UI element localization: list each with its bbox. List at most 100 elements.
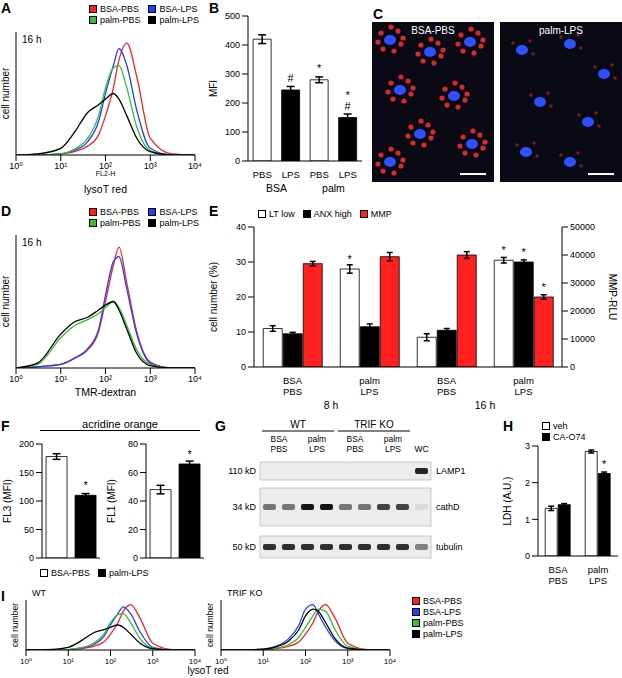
svg-text:80: 80: [128, 439, 138, 449]
svg-text:0: 0: [570, 362, 575, 372]
svg-text:3: 3: [525, 441, 530, 451]
svg-text:PBS: PBS: [346, 444, 363, 454]
svg-text:cell number: cell number: [0, 275, 11, 327]
svg-text:10¹: 10¹: [257, 657, 269, 666]
svg-text:cell number: cell number: [0, 67, 11, 119]
svg-text:10⁴: 10⁴: [384, 657, 397, 666]
svg-text:100: 100: [225, 127, 240, 137]
svg-text:*: *: [602, 458, 607, 470]
svg-text:10²: 10²: [99, 374, 112, 384]
svg-text:LAMP1: LAMP1: [436, 466, 466, 476]
svg-text:#: #: [288, 72, 295, 84]
svg-text:10²: 10²: [99, 161, 112, 171]
svg-text:110 kD: 110 kD: [228, 466, 256, 476]
svg-text:cell number (%): cell number (%): [208, 262, 219, 332]
svg-text:BSA-PBS: BSA-PBS: [411, 25, 455, 36]
svg-text:*: *: [502, 244, 507, 256]
svg-text:tubulin: tubulin: [436, 542, 463, 552]
svg-text:LPS: LPS: [339, 169, 357, 180]
svg-text:2: 2: [525, 478, 530, 488]
svg-text:BSA: BSA: [437, 375, 457, 386]
svg-text:FL1 (MFI): FL1 (MFI): [106, 479, 117, 523]
svg-text:0: 0: [29, 553, 34, 562]
svg-text:40000: 40000: [570, 250, 595, 260]
svg-text:60: 60: [128, 468, 138, 478]
svg-text:10⁴: 10⁴: [188, 161, 202, 171]
svg-text:20: 20: [236, 292, 246, 302]
svg-text:10⁰: 10⁰: [9, 374, 23, 384]
svg-text:16 h: 16 h: [475, 399, 496, 411]
svg-text:200: 200: [19, 439, 34, 449]
svg-text:10⁰: 10⁰: [20, 657, 32, 666]
svg-text:1: 1: [525, 515, 530, 525]
svg-text:FL3 (MFI): FL3 (MFI): [2, 479, 13, 523]
svg-text:50 kD: 50 kD: [232, 542, 256, 552]
svg-text:*: *: [317, 62, 322, 74]
svg-text:10000: 10000: [570, 334, 595, 344]
svg-text:palm: palm: [384, 434, 402, 444]
svg-text:40: 40: [236, 222, 246, 232]
svg-text:20000: 20000: [570, 306, 595, 316]
svg-text:palm: palm: [588, 564, 609, 575]
svg-text:0: 0: [133, 553, 138, 562]
svg-text:0: 0: [525, 551, 530, 561]
svg-text:*: *: [348, 253, 353, 265]
svg-text:lysoT red: lysoT red: [84, 183, 127, 195]
svg-text:*: *: [187, 448, 192, 460]
svg-text:10⁴: 10⁴: [189, 657, 202, 666]
svg-text:10³: 10³: [147, 657, 159, 666]
svg-text:BSA: BSA: [548, 564, 568, 575]
svg-text:WC: WC: [414, 444, 428, 454]
svg-text:100: 100: [19, 496, 34, 506]
svg-text:cell number: cell number: [205, 603, 215, 647]
svg-text:10⁰: 10⁰: [215, 657, 227, 666]
svg-text:20: 20: [128, 525, 138, 535]
svg-text:BSA: BSA: [270, 434, 287, 444]
svg-text:PBS: PBS: [548, 575, 567, 586]
svg-text:PBS: PBS: [310, 169, 329, 180]
svg-text:palm: palm: [513, 375, 534, 386]
svg-text:10⁴: 10⁴: [188, 374, 202, 384]
svg-text:10: 10: [236, 327, 246, 337]
svg-text:*: *: [522, 246, 527, 258]
svg-text:*#: *#: [345, 89, 352, 112]
svg-text:cathD: cathD: [436, 502, 460, 512]
svg-text:10³: 10³: [342, 657, 354, 666]
svg-text:40: 40: [128, 496, 138, 506]
svg-text:30: 30: [236, 257, 246, 267]
svg-text:8 h: 8 h: [324, 399, 339, 411]
svg-text:MMP-RLU: MMP-RLU: [607, 274, 618, 321]
svg-text:LPS: LPS: [385, 444, 401, 454]
svg-text:palm-LPS: palm-LPS: [539, 25, 583, 36]
svg-text:30000: 30000: [570, 278, 595, 288]
svg-text:50: 50: [24, 525, 34, 535]
svg-text:300: 300: [225, 69, 240, 79]
svg-text:LPS: LPS: [515, 386, 533, 397]
svg-text:PBS: PBS: [253, 169, 272, 180]
svg-text:LPS: LPS: [589, 575, 607, 586]
svg-text:PBS: PBS: [437, 386, 456, 397]
svg-text:10³: 10³: [144, 374, 157, 384]
svg-text:LPS: LPS: [282, 169, 300, 180]
svg-text:BSA: BSA: [283, 375, 303, 386]
svg-text:150: 150: [19, 468, 34, 478]
svg-text:MFI: MFI: [208, 80, 219, 97]
svg-text:palm: palm: [359, 375, 380, 386]
svg-text:TRIF KO: TRIF KO: [354, 419, 394, 430]
svg-text:34 kD: 34 kD: [232, 502, 256, 512]
svg-text:TMR-dextran: TMR-dextran: [75, 386, 136, 398]
svg-text:10¹: 10¹: [62, 657, 74, 666]
svg-text:10³: 10³: [144, 161, 157, 171]
svg-text:LPS: LPS: [361, 386, 379, 397]
svg-text:PBS: PBS: [283, 386, 302, 397]
svg-text:LDH (A.U.): LDH (A.U.): [502, 477, 513, 526]
svg-text:10²: 10²: [300, 657, 312, 666]
svg-text:palm: palm: [322, 182, 345, 194]
svg-text:*: *: [83, 479, 88, 491]
svg-text:200: 200: [225, 98, 240, 108]
svg-text:0: 0: [241, 362, 246, 372]
svg-text:10²: 10²: [105, 657, 117, 666]
svg-text:BSA: BSA: [346, 434, 363, 444]
svg-text:PBS: PBS: [270, 444, 287, 454]
svg-text:50000: 50000: [570, 222, 595, 232]
